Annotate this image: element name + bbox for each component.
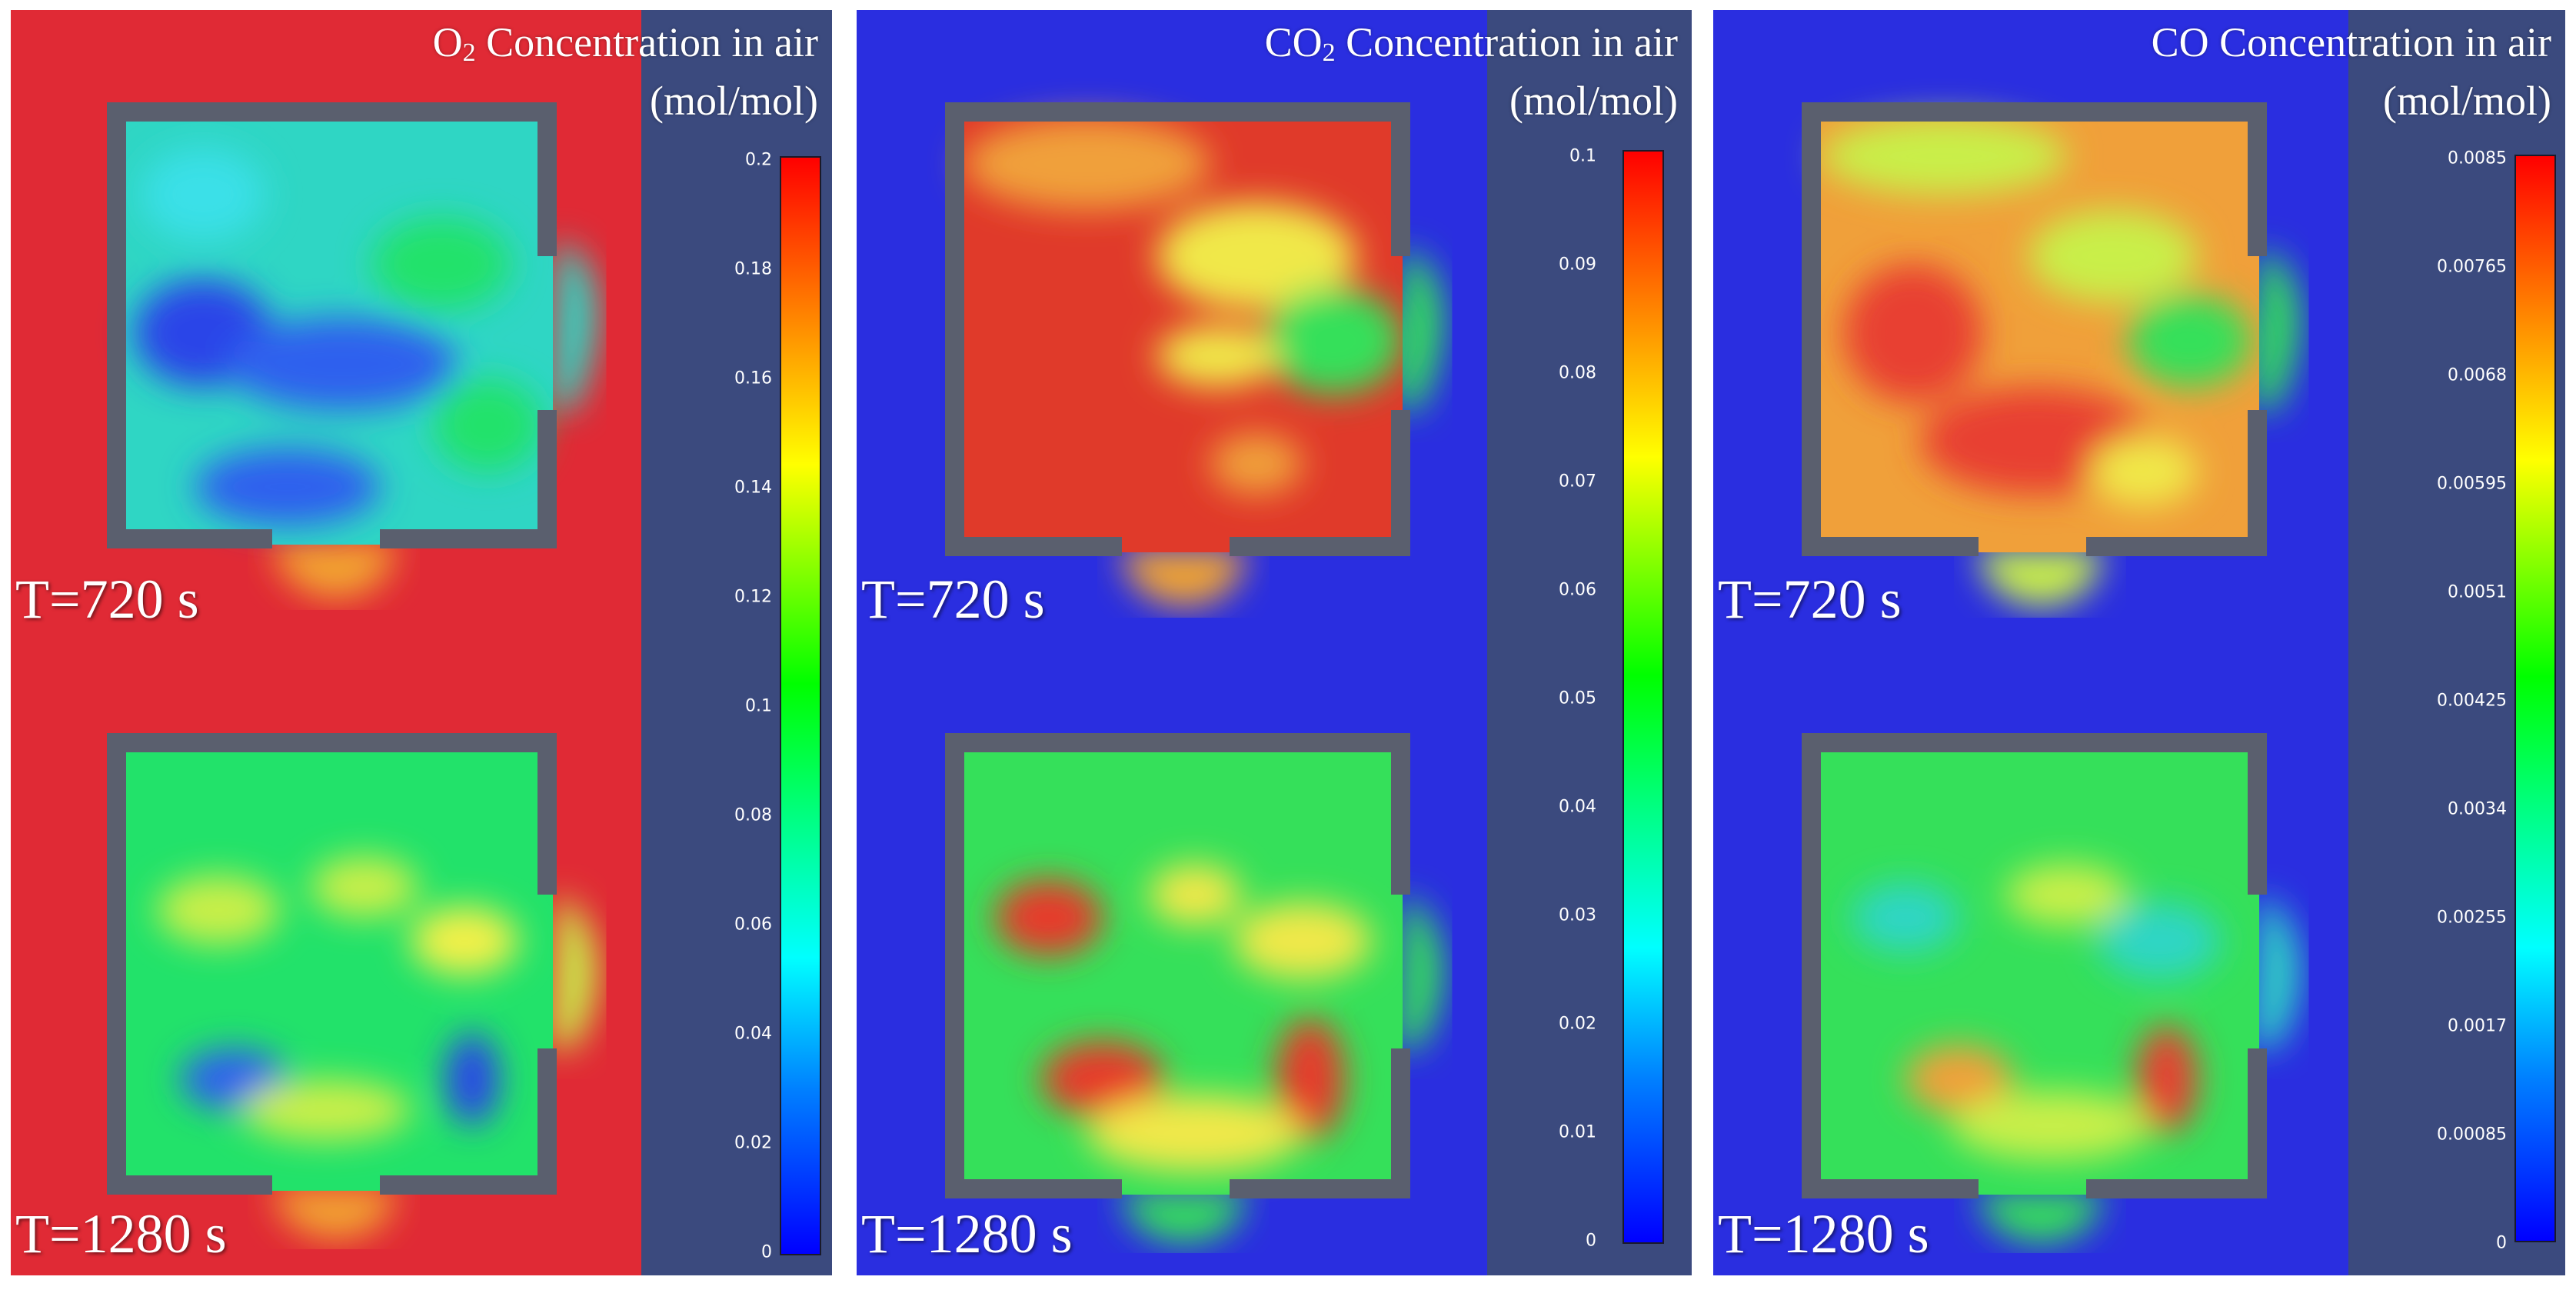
co2-tick: 0.01 [1559,1122,1596,1142]
co-tick: 0.0034 [2448,799,2507,819]
co2-legend: 0.1 0.09 0.08 0.07 0.06 0.05 0.04 0.03 0… [1487,10,1692,1275]
co-tick: 0 [2496,1233,2507,1253]
co-legend: 0.0085 0.00765 0.0068 0.00595 0.0051 0.0… [2348,10,2565,1275]
co-tick: 0.00085 [2437,1125,2507,1145]
co-tick: 0.00765 [2437,257,2507,277]
o2-title: O2 Concentration in air (mol/mol) [433,16,818,127]
co2-tick: 0.08 [1559,363,1596,383]
co2-tick: 0 [1586,1231,1596,1251]
co2-tick: 0.02 [1559,1014,1596,1034]
o2-tick: 0.18 [734,259,772,279]
co2-panel: 0.1 0.09 0.08 0.07 0.06 0.05 0.04 0.03 0… [857,10,1692,1275]
co-time-bottom: T=1280 s [1718,1203,1929,1265]
o2-panel: 0.2 0.18 0.16 0.14 0.12 0.1 0.08 0.06 0.… [11,10,832,1275]
o2-concentration-field [11,10,641,1275]
co2-title: CO2 Concentration in air (mol/mol) [1265,16,1678,127]
o2-tick: 0.08 [734,805,772,825]
co-title: CO Concentration in air (mol/mol) [2152,16,2551,127]
co2-tick: 0.07 [1559,472,1596,492]
o2-time-bottom: T=1280 s [15,1203,227,1265]
o2-tick: 0 [761,1242,772,1262]
co2-tick: 0.04 [1559,797,1596,817]
co-colorbar [2514,155,2556,1242]
co-room-top [1802,102,2300,606]
co-panel: 0.0085 0.00765 0.0068 0.00595 0.0051 0.0… [1713,10,2565,1275]
co-tick: 0.00255 [2437,908,2507,928]
co-tick: 0.00425 [2437,691,2507,711]
o2-tick: 0.1 [745,696,772,716]
co2-tick: 0.05 [1559,688,1596,708]
o2-tick: 0.14 [734,478,772,498]
o2-room-bottom [107,733,597,1239]
o2-legend: 0.2 0.18 0.16 0.14 0.12 0.1 0.08 0.06 0.… [641,10,832,1275]
o2-colorbar [780,156,821,1255]
co-time-top: T=720 s [1718,568,1902,630]
co2-time-top: T=720 s [861,568,1045,630]
co2-tick: 0.09 [1559,255,1596,275]
co-room-bottom [1802,733,2300,1243]
co2-tick: 0.03 [1559,905,1596,925]
co2-colorbar [1622,150,1664,1244]
co2-units: (mol/mol) [1509,78,1678,124]
o2-tick: 0.16 [734,368,772,388]
co2-room-bottom [945,733,1443,1243]
o2-room-top [107,102,597,598]
o2-units: (mol/mol) [650,78,818,124]
co-tick: 0.00595 [2437,474,2507,494]
co-concentration-field [1713,10,2348,1275]
co2-concentration-field [857,10,1487,1275]
co-tick: 0.0051 [2448,582,2507,602]
o2-tick: 0.2 [745,150,772,170]
co2-time-bottom: T=1280 s [861,1203,1073,1265]
co-tick: 0.0085 [2448,148,2507,168]
co-tick: 0.0017 [2448,1016,2507,1036]
o2-tick: 0.02 [734,1133,772,1153]
co2-room-top [945,102,1443,606]
o2-tick: 0.04 [734,1024,772,1044]
co2-tick: 0.1 [1569,146,1596,166]
o2-tick: 0.06 [734,915,772,935]
o2-time-top: T=720 s [15,568,199,630]
o2-tick: 0.12 [734,587,772,607]
co-tick: 0.0068 [2448,365,2507,385]
co2-tick: 0.06 [1559,580,1596,600]
co-units: (mol/mol) [2383,78,2551,124]
